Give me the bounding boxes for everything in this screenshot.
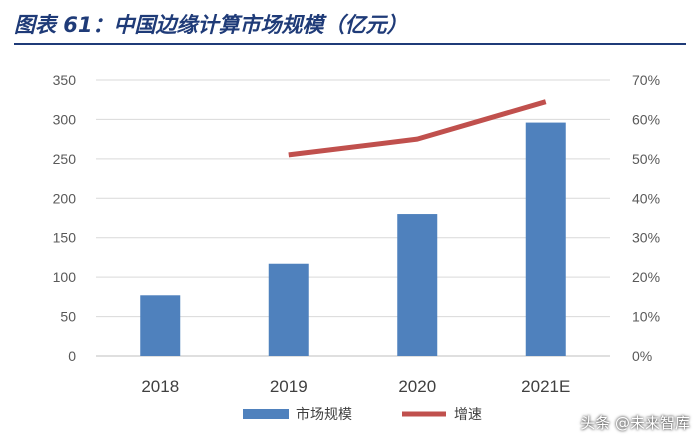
x-tick-label: 2018 (141, 377, 179, 396)
left-axis-ticks: 0 50 100 150 200 250 300 350 (53, 72, 77, 364)
left-tick-label: 150 (53, 230, 77, 246)
bar (525, 122, 566, 356)
gridlines (96, 79, 610, 357)
title-bar: 图表 61：中国边缘计算市场规模（亿元） (14, 8, 686, 46)
x-tick-label: 2021E (521, 377, 570, 396)
left-tick-label: 300 (53, 111, 77, 127)
right-tick-label: 40% (632, 190, 660, 206)
legend-label: 市场规模 (296, 406, 352, 423)
left-tick-label: 200 (53, 190, 77, 206)
bar (268, 263, 309, 356)
right-tick-label: 50% (632, 151, 660, 167)
watermark: 头条 @未来智库 (580, 414, 690, 432)
left-tick-label: 250 (53, 151, 77, 167)
x-axis-ticks: 2018 2019 2020 2021E (141, 377, 570, 396)
right-axis-ticks: 0% 10% 20% 30% 40% 50% 60% 70% (632, 72, 660, 364)
title-underline (14, 43, 686, 45)
right-tick-label: 10% (632, 309, 660, 325)
bar-series (140, 122, 566, 356)
chart-title: 图表 61：中国边缘计算市场规模（亿元） (14, 13, 408, 37)
left-tick-label: 0 (68, 348, 76, 364)
x-tick-label: 2019 (270, 377, 308, 396)
right-tick-label: 70% (632, 72, 660, 88)
right-tick-label: 0% (632, 348, 652, 364)
bar (397, 214, 438, 356)
legend-label: 增速 (454, 407, 482, 423)
legend: 市场规模 增速 (243, 406, 482, 423)
right-tick-label: 20% (632, 269, 660, 285)
left-tick-label: 50 (60, 309, 76, 325)
bar (140, 295, 181, 356)
legend-swatch-bar (243, 409, 289, 419)
x-tick-label: 2020 (398, 377, 436, 396)
right-tick-label: 30% (632, 230, 660, 246)
left-tick-label: 350 (53, 72, 77, 88)
line-series (288, 99, 547, 158)
right-tick-label: 60% (632, 111, 660, 127)
left-tick-label: 100 (53, 269, 77, 285)
growth-line (288, 99, 547, 158)
